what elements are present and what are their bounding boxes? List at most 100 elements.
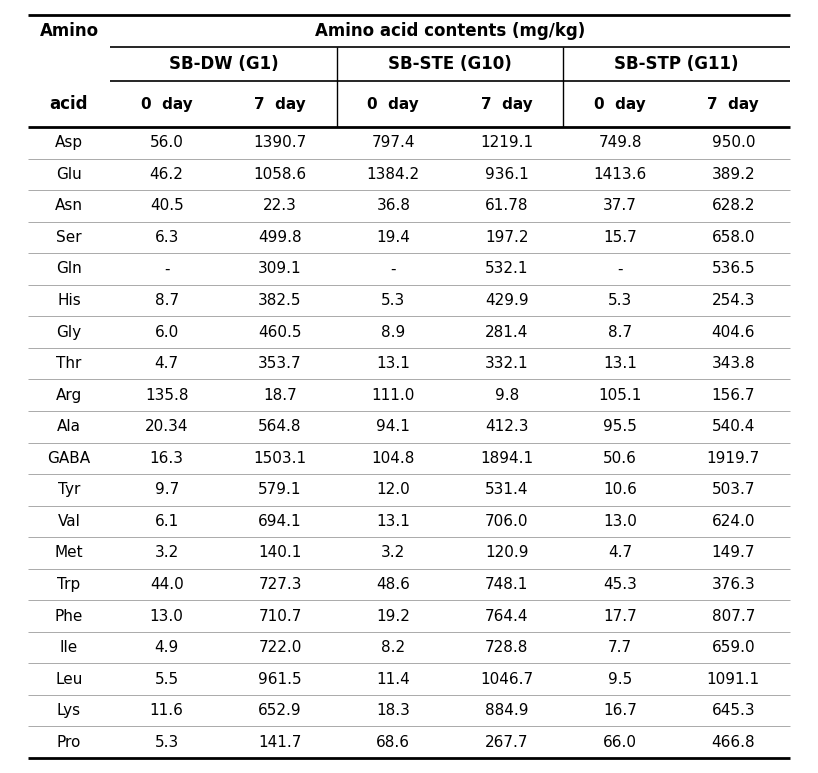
Text: 466.8: 466.8 — [712, 734, 755, 750]
Text: 1919.7: 1919.7 — [707, 451, 760, 466]
Text: 749.8: 749.8 — [598, 135, 642, 150]
Text: 4.7: 4.7 — [155, 356, 178, 371]
Text: SB-STP (G11): SB-STP (G11) — [614, 55, 739, 73]
Text: Asp: Asp — [55, 135, 83, 150]
Text: 68.6: 68.6 — [376, 734, 411, 750]
Text: 45.3: 45.3 — [603, 577, 637, 592]
Text: 20.34: 20.34 — [145, 419, 188, 434]
Text: 105.1: 105.1 — [598, 388, 641, 403]
Text: 22.3: 22.3 — [263, 199, 297, 213]
Text: GABA: GABA — [47, 451, 91, 466]
Text: 728.8: 728.8 — [485, 640, 528, 655]
Text: 1413.6: 1413.6 — [593, 167, 646, 182]
Text: Met: Met — [55, 546, 83, 560]
Text: -: - — [164, 261, 169, 277]
Text: 141.7: 141.7 — [258, 734, 302, 750]
Text: 66.0: 66.0 — [603, 734, 637, 750]
Text: 694.1: 694.1 — [258, 514, 302, 529]
Text: 652.9: 652.9 — [258, 703, 302, 718]
Text: 11.4: 11.4 — [376, 672, 410, 686]
Text: 8.9: 8.9 — [381, 325, 406, 339]
Text: 18.7: 18.7 — [263, 388, 297, 403]
Text: 111.0: 111.0 — [371, 388, 415, 403]
Text: 807.7: 807.7 — [712, 608, 755, 624]
Text: 13.0: 13.0 — [150, 608, 183, 624]
Text: 564.8: 564.8 — [258, 419, 302, 434]
Text: 499.8: 499.8 — [258, 230, 302, 245]
Text: 5.3: 5.3 — [608, 293, 632, 308]
Text: 936.1: 936.1 — [485, 167, 528, 182]
Text: Val: Val — [57, 514, 80, 529]
Text: 13.1: 13.1 — [376, 514, 411, 529]
Text: 727.3: 727.3 — [258, 577, 302, 592]
Text: 9.5: 9.5 — [608, 672, 632, 686]
Text: 15.7: 15.7 — [603, 230, 637, 245]
Text: 135.8: 135.8 — [145, 388, 188, 403]
Text: Thr: Thr — [56, 356, 82, 371]
Text: 197.2: 197.2 — [485, 230, 528, 245]
Text: 404.6: 404.6 — [712, 325, 755, 339]
Text: 9.8: 9.8 — [495, 388, 519, 403]
Text: 536.5: 536.5 — [712, 261, 755, 277]
Text: 961.5: 961.5 — [258, 672, 302, 686]
Text: 1058.6: 1058.6 — [254, 167, 307, 182]
Text: 722.0: 722.0 — [258, 640, 302, 655]
Text: Tyr: Tyr — [58, 482, 80, 497]
Text: 11.6: 11.6 — [150, 703, 183, 718]
Text: 0  day: 0 day — [594, 97, 646, 111]
Text: acid: acid — [50, 95, 88, 113]
Text: 40.5: 40.5 — [150, 199, 183, 213]
Text: Leu: Leu — [56, 672, 83, 686]
Text: 3.2: 3.2 — [155, 546, 179, 560]
Text: 36.8: 36.8 — [376, 199, 411, 213]
Text: 140.1: 140.1 — [258, 546, 302, 560]
Text: 389.2: 389.2 — [712, 167, 755, 182]
Text: 412.3: 412.3 — [485, 419, 528, 434]
Text: 156.7: 156.7 — [712, 388, 755, 403]
Text: 884.9: 884.9 — [485, 703, 528, 718]
Text: 1046.7: 1046.7 — [480, 672, 533, 686]
Text: 4.9: 4.9 — [155, 640, 179, 655]
Text: 532.1: 532.1 — [485, 261, 528, 277]
Text: Ile: Ile — [60, 640, 79, 655]
Text: 10.6: 10.6 — [603, 482, 637, 497]
Text: 748.1: 748.1 — [485, 577, 528, 592]
Text: 343.8: 343.8 — [712, 356, 755, 371]
Text: 37.7: 37.7 — [603, 199, 637, 213]
Text: 540.4: 540.4 — [712, 419, 755, 434]
Text: 309.1: 309.1 — [258, 261, 302, 277]
Text: 12.0: 12.0 — [376, 482, 410, 497]
Text: 44.0: 44.0 — [150, 577, 183, 592]
Text: 0  day: 0 day — [367, 97, 419, 111]
Text: 19.4: 19.4 — [376, 230, 411, 245]
Text: SB-STE (G10): SB-STE (G10) — [388, 55, 512, 73]
Text: 531.4: 531.4 — [485, 482, 528, 497]
Text: Trp: Trp — [57, 577, 81, 592]
Text: 61.78: 61.78 — [485, 199, 528, 213]
Text: 659.0: 659.0 — [712, 640, 755, 655]
Text: 8.7: 8.7 — [608, 325, 632, 339]
Text: 56.0: 56.0 — [150, 135, 183, 150]
Text: -: - — [390, 261, 396, 277]
Text: 332.1: 332.1 — [485, 356, 528, 371]
Text: 5.3: 5.3 — [155, 734, 179, 750]
Text: Glu: Glu — [56, 167, 82, 182]
Text: 8.7: 8.7 — [155, 293, 178, 308]
Text: 4.7: 4.7 — [608, 546, 632, 560]
Text: 0  day: 0 day — [141, 97, 192, 111]
Text: 19.2: 19.2 — [376, 608, 411, 624]
Text: 1503.1: 1503.1 — [254, 451, 307, 466]
Text: 764.4: 764.4 — [485, 608, 528, 624]
Text: -: - — [618, 261, 622, 277]
Text: 382.5: 382.5 — [258, 293, 302, 308]
Text: 503.7: 503.7 — [712, 482, 755, 497]
Text: 120.9: 120.9 — [485, 546, 528, 560]
Text: 13.1: 13.1 — [376, 356, 411, 371]
Text: 94.1: 94.1 — [376, 419, 411, 434]
Text: 1894.1: 1894.1 — [480, 451, 533, 466]
Text: Ala: Ala — [57, 419, 81, 434]
Text: 149.7: 149.7 — [712, 546, 755, 560]
Text: Gly: Gly — [56, 325, 82, 339]
Text: His: His — [57, 293, 81, 308]
Text: 6.1: 6.1 — [155, 514, 179, 529]
